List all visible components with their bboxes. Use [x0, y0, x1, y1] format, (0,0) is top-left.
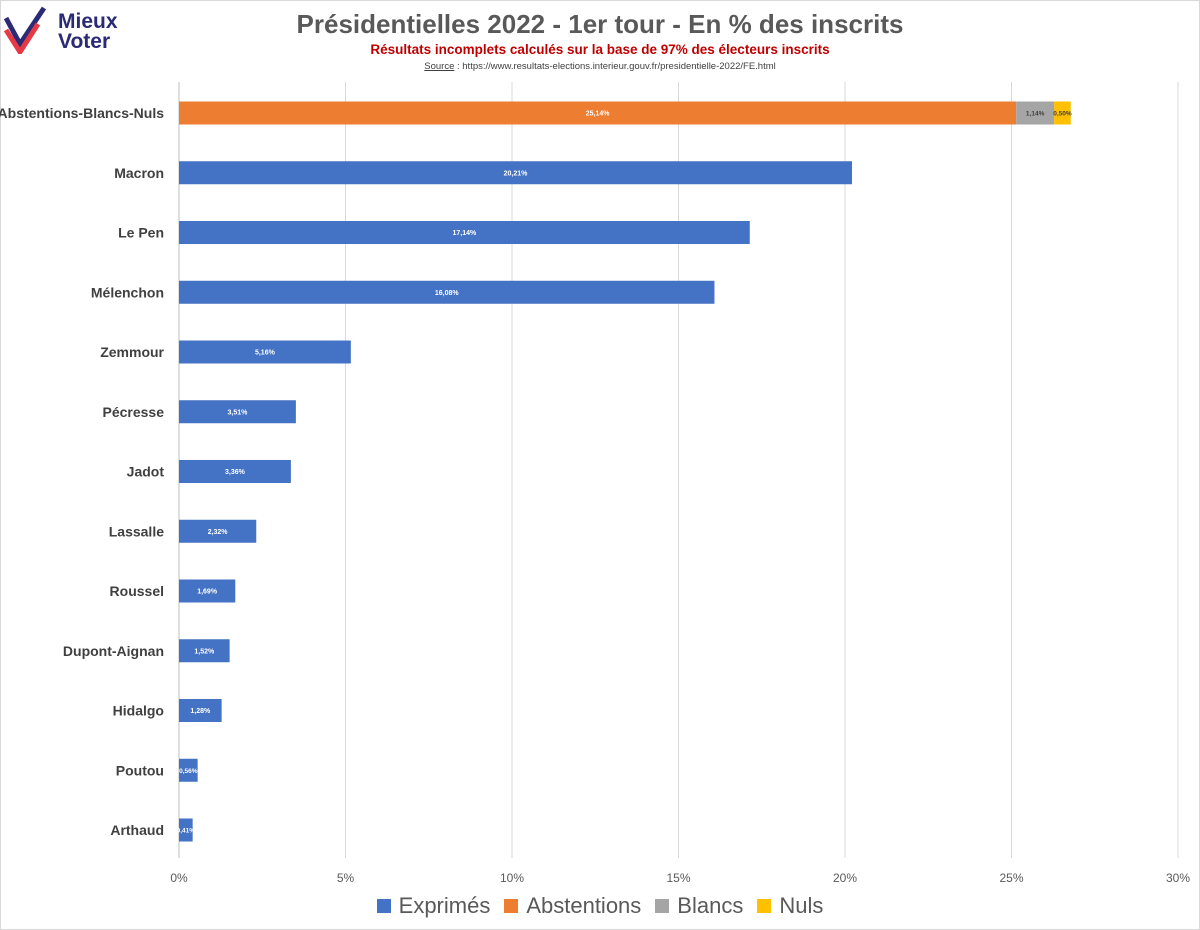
data-label-pecresse-exprimes: 3,51% [228, 409, 249, 416]
x-tick-label-10: 10% [500, 871, 524, 885]
legend-item-blancs: Blancs [655, 893, 743, 919]
bar-abstentions-blancs-nuls-abstentions [179, 101, 1017, 125]
data-label-abstentions-blancs-nuls-nuls: 0,50% [1053, 111, 1072, 118]
legend-item-abstentions: Abstentions [504, 893, 641, 919]
category-label-pecresse: Pécresse [102, 404, 164, 420]
data-label-lassalle-exprimes: 2,32% [208, 529, 229, 536]
category-label-lassalle: Lassalle [109, 523, 164, 539]
category-label-hidalgo: Hidalgo [113, 703, 164, 719]
legend-label-nuls: Nuls [779, 893, 824, 918]
category-label-melenchon: Mélenchon [91, 284, 164, 300]
bar-le-pen-exprimes [179, 221, 750, 244]
legend-label-exprimes: Exprimés [398, 893, 491, 918]
legend-label-abstentions: Abstentions [526, 893, 642, 918]
x-tick-label-5: 5% [337, 871, 355, 885]
legend-label-blancs: Blancs [677, 893, 744, 918]
legend-item-nuls: Nuls [757, 893, 823, 919]
bar-arthaud-exprimes [179, 818, 193, 842]
data-label-hidalgo-exprimes: 1,28% [190, 708, 211, 715]
logo-line-2: Voter [58, 30, 111, 53]
chart-source: Source : https://www.resultats-elections… [0, 61, 1200, 72]
legend-swatch-exprimes [376, 899, 391, 913]
category-label-arthaud: Arthaud [110, 822, 164, 838]
source-text: : https://www.resultats-elections.interi… [454, 61, 776, 72]
bar-poutou-exprimes [179, 758, 198, 782]
bar-abstentions-blancs-nuls-blancs [1016, 101, 1055, 125]
category-label-poutou: Poutou [116, 762, 164, 778]
bar-pecresse-exprimes [179, 400, 296, 424]
data-label-abstentions-blancs-nuls-abstentions: 25,14% [586, 111, 611, 118]
chart-title: Présidentielles 2022 - 1er tour - En % d… [296, 9, 904, 39]
chart-legend: Exprimés Abstentions Blancs Nuls [0, 893, 1200, 919]
bar-melenchon-exprimes [179, 280, 715, 304]
x-tick-label-0: 0% [170, 871, 188, 885]
logo-text: Mieux Voter [58, 10, 118, 53]
category-label-le-pen: Le Pen [118, 225, 164, 241]
data-label-jadot-exprimes: 3,36% [225, 469, 246, 476]
mieux-voter-logo: Mieux Voter [3, 4, 124, 57]
data-label-le-pen-exprimes: 17,14% [453, 230, 478, 237]
bar-lassalle-exprimes [179, 519, 257, 543]
category-label-jadot: Jadot [127, 464, 165, 480]
bar-jadot-exprimes [179, 460, 291, 483]
category-label-macron: Macron [114, 165, 164, 181]
bar-abstentions-blancs-nuls-nuls [1054, 101, 1071, 125]
bar-hidalgo-exprimes [179, 699, 222, 722]
bar-roussel-exprimes [179, 579, 236, 603]
category-label-abstentions-blancs-nuls: Abstentions-Blancs-Nuls [0, 105, 164, 121]
x-tick-label-15: 15% [666, 871, 690, 885]
data-label-arthaud-exprimes: 0,41% [177, 828, 196, 835]
x-tick-label-25: 25% [999, 871, 1023, 885]
data-label-poutou-exprimes: 0,56% [179, 768, 198, 775]
data-label-roussel-exprimes: 1,69% [197, 589, 218, 596]
data-label-melenchon-exprimes: 16,08% [435, 290, 460, 297]
logo-checkmark-icon [3, 6, 47, 57]
legend-swatch-blancs [655, 899, 670, 913]
logo-line-1: Mieux [58, 10, 118, 33]
chart-subtitle: Résultats incomplets calculés sur la bas… [370, 42, 830, 57]
category-label-zemmour: Zemmour [100, 344, 164, 360]
legend-swatch-abstentions [504, 899, 519, 913]
bar-macron-exprimes [179, 161, 852, 185]
legend-swatch-nuls [757, 899, 772, 913]
data-label-abstentions-blancs-nuls-blancs: 1,14% [1026, 111, 1045, 118]
x-tick-label-20: 20% [833, 871, 857, 885]
category-label-roussel: Roussel [110, 583, 164, 599]
category-label-dupont-aignan: Dupont-Aignan [63, 643, 164, 659]
source-label: Source [424, 61, 455, 72]
x-tick-label-30: 30% [1166, 871, 1190, 885]
data-label-zemmour-exprimes: 5,16% [255, 350, 276, 357]
data-label-macron-exprimes: 20,21% [504, 170, 529, 177]
bar-dupont-aignan-exprimes [179, 639, 230, 663]
bar-zemmour-exprimes [179, 340, 351, 364]
legend-item-exprimes: Exprimés [376, 893, 491, 919]
data-label-dupont-aignan-exprimes: 1,52% [194, 648, 215, 655]
